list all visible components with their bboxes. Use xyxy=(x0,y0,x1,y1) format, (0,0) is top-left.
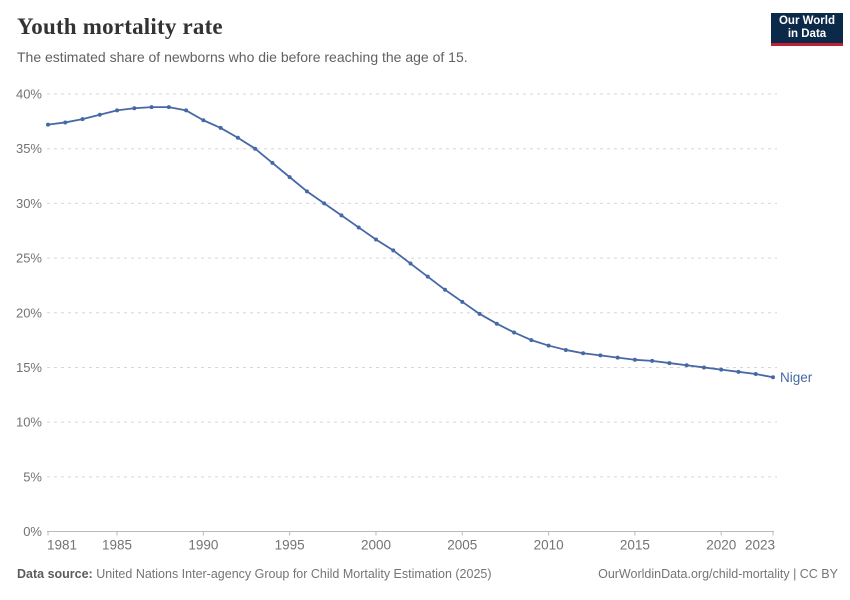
data-point xyxy=(512,330,517,335)
data-point xyxy=(753,372,758,376)
data-point xyxy=(667,361,672,366)
y-axis-tick-label: 25% xyxy=(16,251,42,266)
y-axis-tick-label: 40% xyxy=(16,87,42,102)
data-point xyxy=(149,105,154,110)
data-point xyxy=(287,175,292,180)
data-point xyxy=(132,106,137,111)
data-point xyxy=(443,287,448,292)
owid-logo[interactable]: Our World in Data xyxy=(771,13,843,46)
data-point xyxy=(115,108,120,113)
page-title: Youth mortality rate xyxy=(17,14,223,39)
data-point xyxy=(494,321,499,326)
data-source-label: Data source: xyxy=(17,567,93,581)
data-point xyxy=(63,120,68,125)
x-axis-tick-label: 2005 xyxy=(447,538,477,553)
x-axis-tick-label: 2023 xyxy=(745,538,775,553)
series-end-label: Niger xyxy=(780,370,813,385)
x-axis-tick-label: 2000 xyxy=(361,538,391,553)
y-axis-tick-label: 10% xyxy=(16,415,42,430)
y-axis-tick-label: 20% xyxy=(16,305,42,320)
y-axis-tick-label: 5% xyxy=(23,469,42,484)
data-point xyxy=(563,347,568,352)
data-point xyxy=(701,365,706,370)
data-source-text: United Nations Inter-agency Group for Ch… xyxy=(92,567,492,581)
data-point xyxy=(425,274,430,279)
data-point xyxy=(339,213,344,218)
owid-logo-line2: in Data xyxy=(787,28,827,40)
data-point xyxy=(408,261,413,266)
data-point xyxy=(218,125,223,130)
data-point xyxy=(615,355,620,360)
y-axis-tick-label: 15% xyxy=(16,360,42,375)
data-point xyxy=(184,108,189,113)
y-axis-tick-label: 35% xyxy=(16,141,42,156)
data-point xyxy=(736,369,741,374)
data-point xyxy=(650,358,655,363)
credit-link[interactable]: OurWorldinData.org/child-mortality | CC … xyxy=(598,567,838,581)
data-point xyxy=(356,225,361,230)
data-point xyxy=(771,375,775,380)
x-axis-tick-label: 2010 xyxy=(534,538,564,553)
x-axis-tick-label: 1981 xyxy=(47,538,77,553)
chart-footer: Data source: United Nations Inter-agency… xyxy=(17,567,838,581)
data-point xyxy=(581,351,586,356)
data-point xyxy=(391,248,396,253)
data-point xyxy=(598,353,603,358)
y-axis-tick-label: 0% xyxy=(23,524,42,539)
data-point xyxy=(166,105,171,110)
data-point xyxy=(719,367,724,372)
data-point xyxy=(477,311,482,316)
chart-subtitle: The estimated share of newborns who die … xyxy=(17,49,468,65)
y-axis-tick-label: 30% xyxy=(16,196,42,211)
data-point xyxy=(253,146,258,151)
data-point xyxy=(373,237,378,242)
data-source-note: Data source: United Nations Inter-agency… xyxy=(17,567,492,581)
data-point xyxy=(684,363,689,368)
x-axis-tick-label: 2015 xyxy=(620,538,650,553)
data-point xyxy=(304,189,309,194)
data-point xyxy=(632,357,637,362)
data-point xyxy=(80,117,85,122)
data-point xyxy=(270,160,275,165)
data-point xyxy=(235,135,240,140)
owid-logo-line1: Our World xyxy=(778,15,835,27)
data-point xyxy=(460,299,465,304)
chart-header: Youth mortality rate The estimated share… xyxy=(17,14,833,65)
data-point xyxy=(322,201,327,206)
x-axis-tick-label: 1995 xyxy=(275,538,305,553)
data-line-niger xyxy=(47,106,774,379)
data-point xyxy=(546,343,551,348)
data-point xyxy=(46,122,50,127)
data-point xyxy=(529,338,534,343)
x-axis-tick-label: 1990 xyxy=(188,538,218,553)
data-point xyxy=(97,112,102,117)
data-point xyxy=(201,118,206,123)
x-axis-tick-label: 1985 xyxy=(102,538,132,553)
x-axis-tick-label: 2020 xyxy=(706,538,736,553)
